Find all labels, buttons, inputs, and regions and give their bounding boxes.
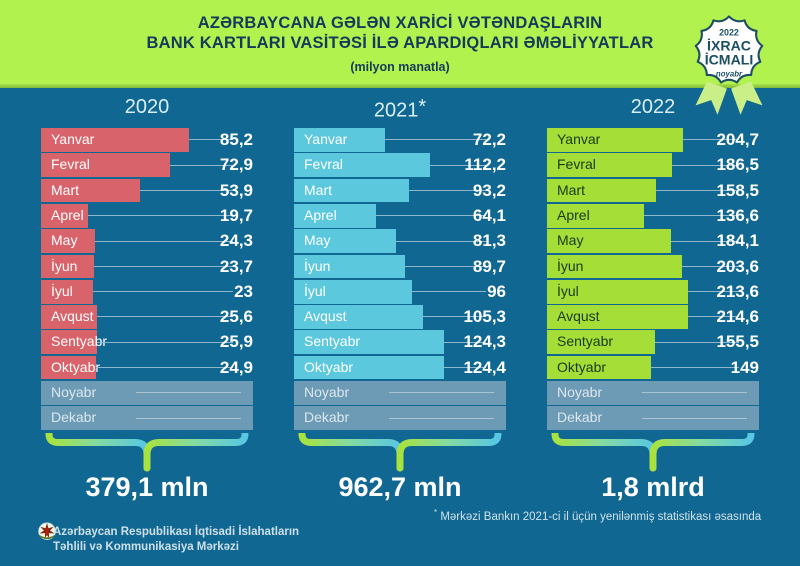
- svg-text:2022: 2022: [719, 27, 739, 37]
- svg-text:noyabr: noyabr: [716, 70, 743, 79]
- svg-text:İCMALI: İCMALI: [705, 52, 754, 68]
